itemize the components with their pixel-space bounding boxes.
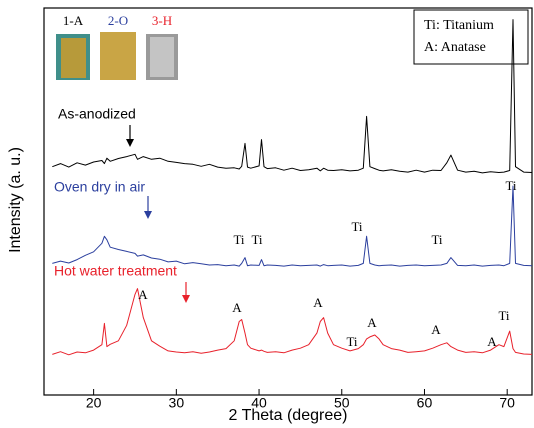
x-tick-label: 50 <box>334 395 350 411</box>
inset-label: 1-A <box>63 13 84 28</box>
arrow-head <box>144 211 152 219</box>
x-tick-label: 30 <box>169 395 185 411</box>
peak-label: A <box>232 300 242 315</box>
x-axis-label: 2 Theta (degree) <box>229 407 348 424</box>
sample-3-face <box>150 37 174 77</box>
peak-label: A <box>487 334 497 349</box>
plot-frame <box>43 7 533 396</box>
peak-label: A <box>313 295 323 310</box>
inset-photo <box>56 32 178 80</box>
arrows <box>126 125 190 303</box>
inset-label: 3-H <box>152 13 172 28</box>
peak-label: Ti <box>346 334 357 349</box>
peak-label: Ti <box>505 178 516 193</box>
x-tick-label: 70 <box>499 395 515 411</box>
peak-label: Ti <box>431 232 442 247</box>
x-tick-label: 20 <box>86 395 102 411</box>
legend-box <box>413 9 529 65</box>
peak-label: Ti <box>233 232 244 247</box>
y-axis-label: Intensity (a. u.) <box>7 147 24 253</box>
peak-label: A <box>367 315 377 330</box>
arrow-head <box>182 295 190 303</box>
peak-label: Ti <box>351 219 362 234</box>
sample-2 <box>100 32 136 80</box>
series-line <box>52 288 533 356</box>
series-label: As-anodized <box>58 106 136 122</box>
series-label: Hot water treatment <box>54 263 177 279</box>
x-tick-label: 40 <box>251 395 267 411</box>
sample-1-face <box>61 38 86 78</box>
legend-text: Ti: Titanium <box>424 18 494 33</box>
peak-label: A <box>138 287 148 302</box>
peak-label: Ti <box>498 308 509 323</box>
inset-label: 2-O <box>108 13 128 28</box>
series-line <box>52 19 533 174</box>
peak-label: Ti <box>251 232 262 247</box>
arrow-head <box>126 139 134 147</box>
legend-text: A: Anatase <box>424 40 486 55</box>
series-label: Oven dry in air <box>54 179 145 195</box>
peak-label: A <box>431 322 441 337</box>
x-tick-label: 60 <box>417 395 433 411</box>
series-line <box>52 185 533 267</box>
